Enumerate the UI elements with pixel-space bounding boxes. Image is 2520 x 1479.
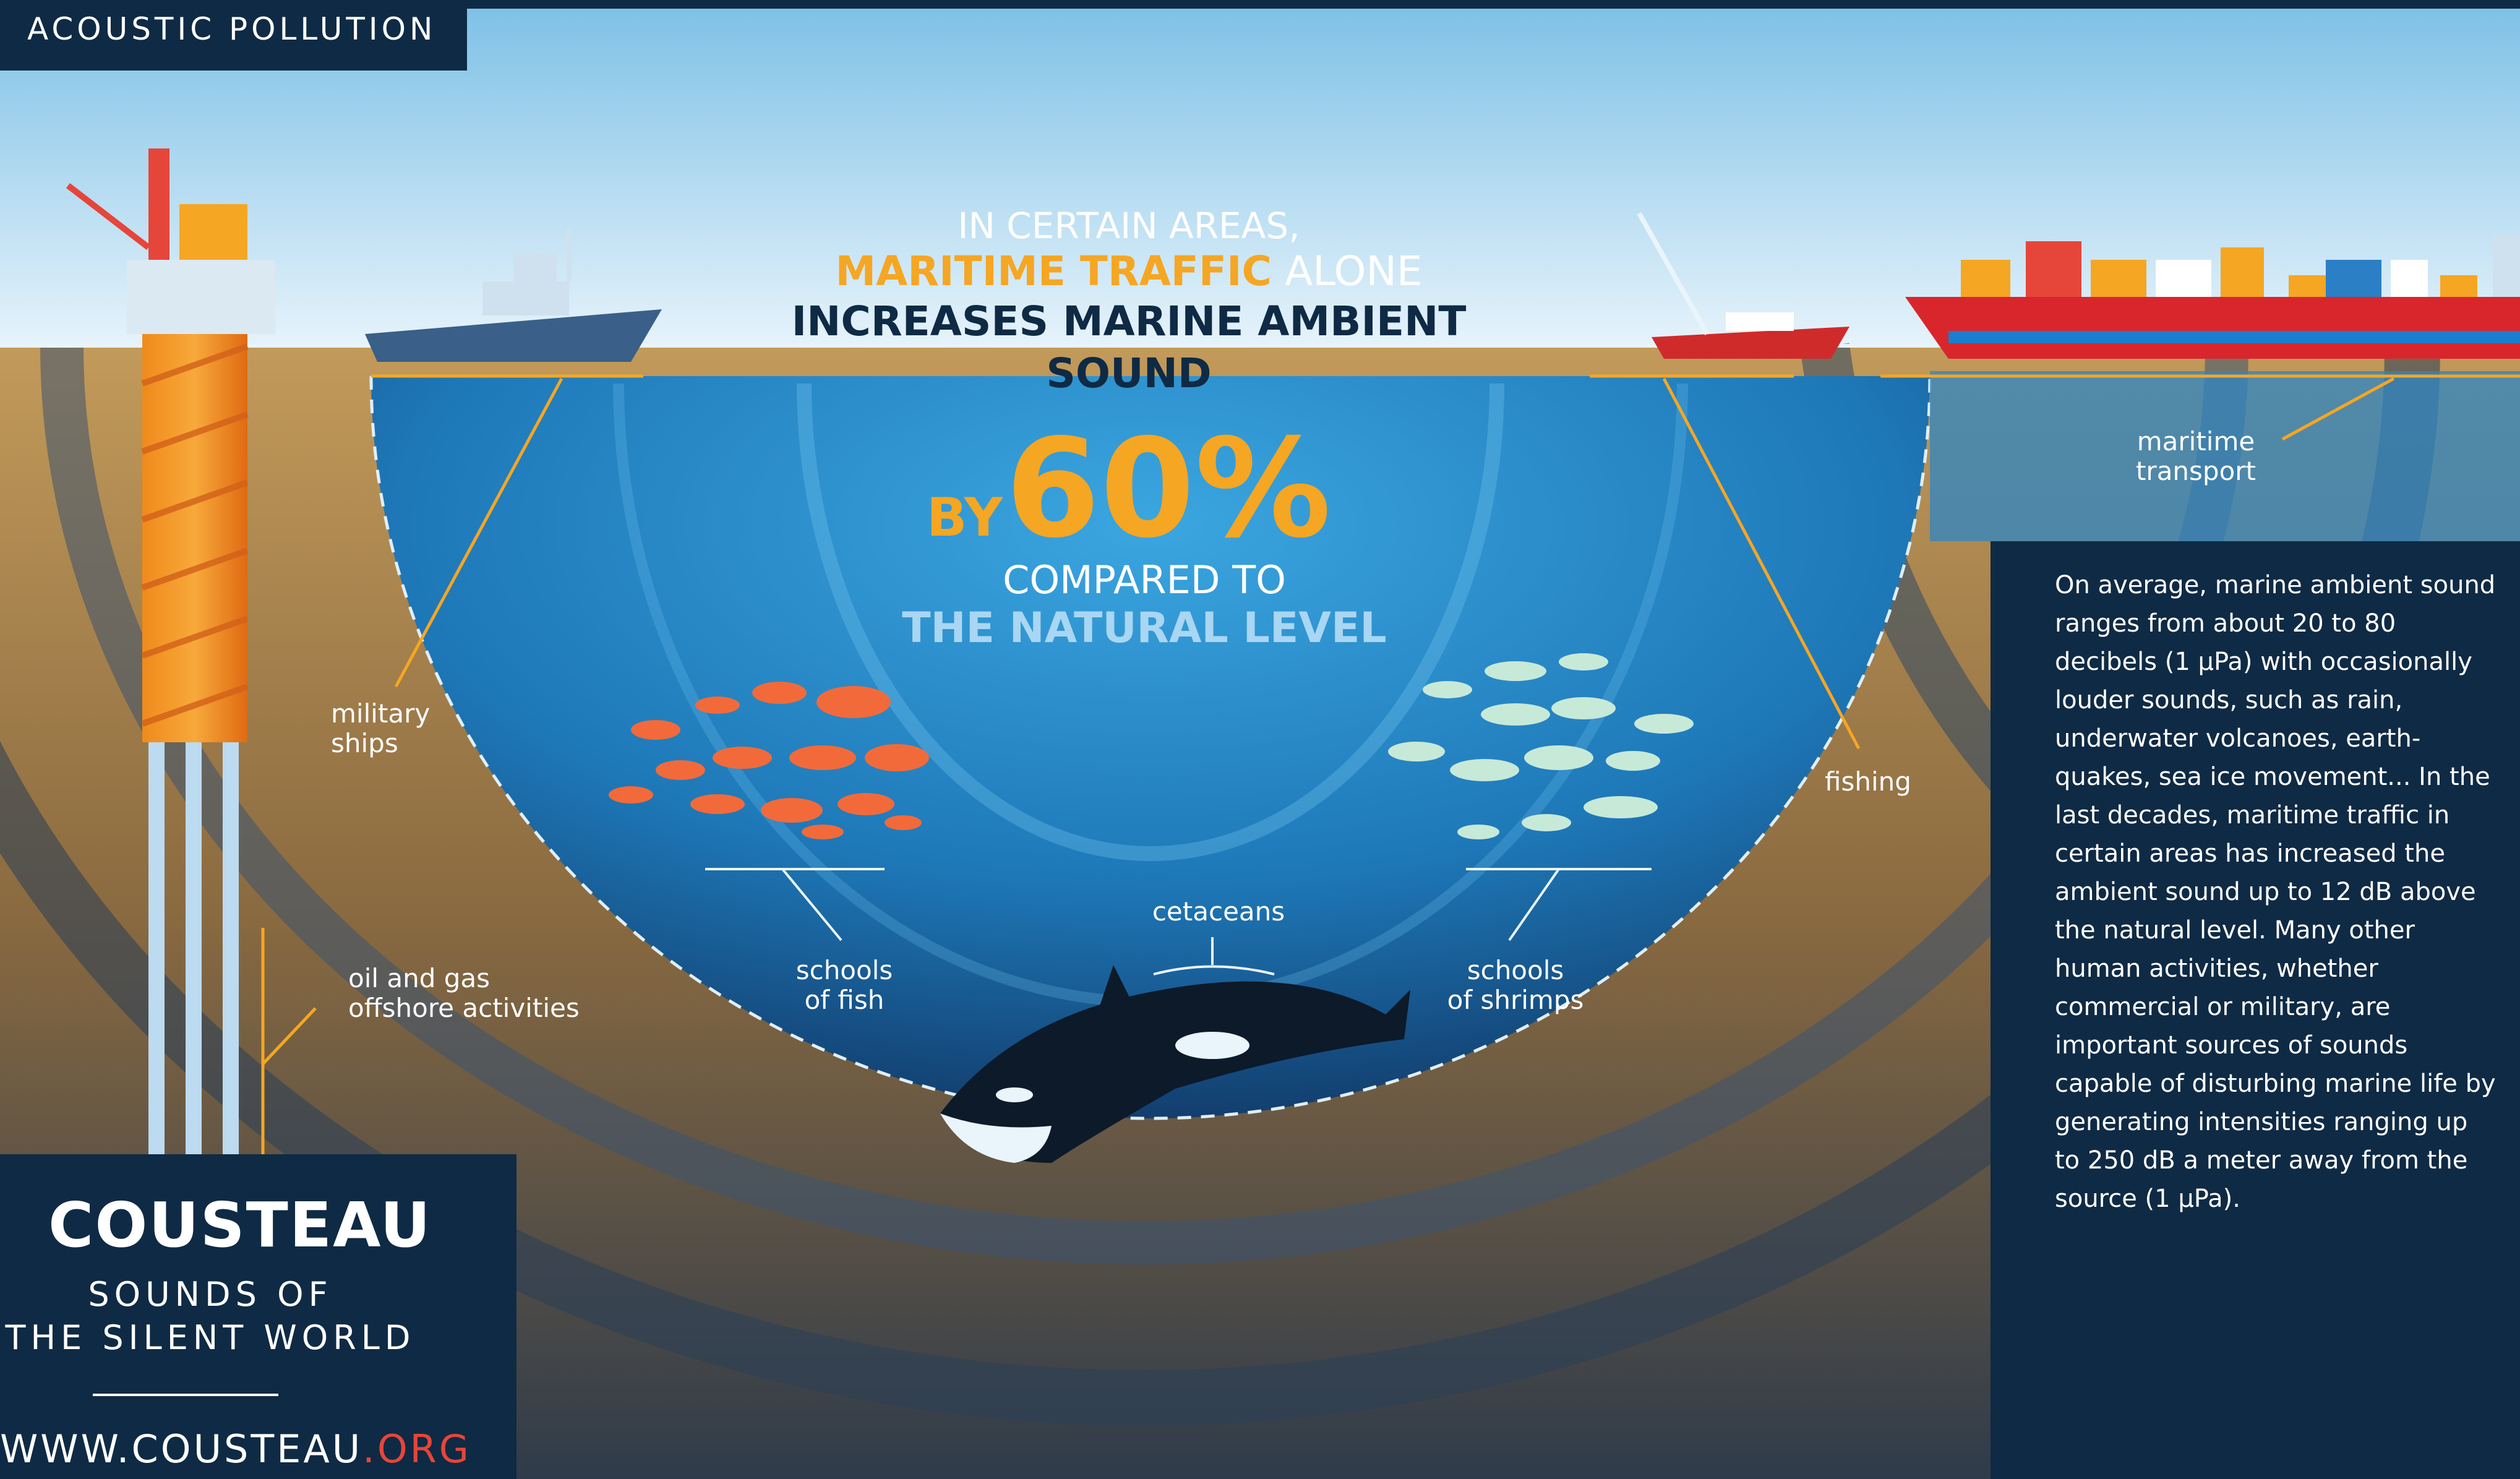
military-ship [365, 229, 662, 362]
label-fishing: fishing [1825, 766, 1911, 797]
oil-rig [66, 148, 275, 1157]
website-main: WWW.COUSTEAU [0, 1426, 363, 1472]
cousteau-logo: COUSTEAU [48, 1189, 432, 1261]
hemisphere-outline [369, 375, 1932, 1120]
transport-water [1930, 371, 2520, 541]
callout-brackets [705, 868, 1652, 975]
headline-line-2-rest: ALONE [1284, 247, 1423, 295]
brand-divider [93, 1394, 278, 1396]
headline-line-3: INCREASES MARINE AMBIENT SOUND [791, 298, 1467, 397]
info-text: On average, marine ambient sound ranges … [2055, 571, 2496, 1213]
headline-line-2: MARITIME TRAFFIC ALONE [711, 247, 1546, 296]
stat-comparison: COMPARED TO THE NATURAL LEVEL [835, 557, 1454, 653]
label-fish-line-2: of fish [804, 985, 885, 1015]
section-tag-label: ACOUSTIC POLLUTION [27, 11, 437, 47]
label-shrimp-line-1: schools [1467, 955, 1564, 985]
label-fish-line-1: schools [795, 955, 893, 985]
top-bar [0, 0, 2520, 9]
headline-highlight: MARITIME TRAFFIC [835, 247, 1272, 295]
orca [940, 965, 1410, 1163]
stat-value: 60% [1005, 409, 1332, 568]
label-oil-gas-line-1: oil and gas [348, 963, 491, 993]
website-link[interactable]: WWW.COUSTEAU.ORG [0, 1426, 471, 1472]
label-maritime-line-1: maritime [2136, 426, 2255, 457]
label-oil-gas-line-2: offshore activities [348, 993, 580, 1023]
label-pointers [261, 374, 2520, 1157]
brand-block: COUSTEAU SOUNDS OF THE SILENT WORLD WWW.… [0, 1154, 516, 1479]
label-maritime-transport: maritime transport [2103, 427, 2289, 486]
stat-compare-line-2: THE NATURAL LEVEL [902, 604, 1387, 653]
label-military-ships-line-2: ships [331, 728, 398, 758]
label-shrimp-line-2: of shrimps [1447, 985, 1584, 1015]
headline: IN CERTAIN AREAS, MARITIME TRAFFIC ALONE… [711, 204, 1546, 400]
label-military-ships-line-1: military [331, 698, 431, 729]
water-surface [0, 344, 2520, 348]
headline-line-1: IN CERTAIN AREAS, [958, 205, 1300, 247]
label-schools-of-fish: schools of fish [767, 956, 922, 1015]
label-schools-of-shrimps: schools of shrimps [1429, 956, 1602, 1015]
label-maritime-line-2: transport [2135, 456, 2256, 486]
fish-school [609, 682, 929, 839]
label-military-ships: military ships [331, 699, 430, 758]
container-ship [1905, 235, 2520, 359]
stat-compare-line-1: COMPARED TO [1003, 557, 1286, 602]
stat-prefix: BY [926, 487, 1003, 549]
fishing-boat [1637, 212, 1849, 359]
brand-tagline-2: THE SILENT WORLD [5, 1318, 416, 1357]
label-cetaceans: cetaceans [1152, 896, 1285, 927]
info-panel: On average, marine ambient sound ranges … [1991, 541, 2520, 1479]
inner-ring [797, 383, 1504, 861]
sound-hemisphere [371, 376, 1930, 1118]
website-tld: .ORG [362, 1426, 471, 1472]
section-tag: ACOUSTIC POLLUTION [0, 0, 467, 71]
shrimp-school [1388, 653, 1694, 839]
big-stat: BY 60% [866, 421, 1392, 557]
label-oil-gas: oil and gas offshore activities [348, 964, 580, 1023]
brand-tagline-1: SOUNDS OF [88, 1275, 333, 1314]
